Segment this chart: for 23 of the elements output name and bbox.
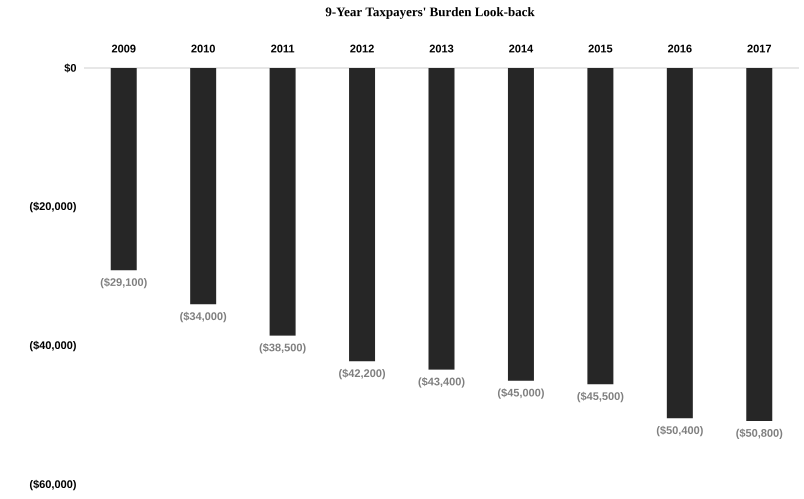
y-tick-label: ($60,000) [30,480,76,490]
data-label: ($43,400) [418,377,464,388]
data-label: ($45,000) [498,388,544,399]
x-tick-label: 2011 [271,44,294,52]
y-tick-label: ($20,000) [30,202,76,212]
x-tick-label: 2017 [747,44,772,52]
data-label: ($50,400) [656,426,703,436]
x-tick-label: 2016 [668,44,692,52]
data-label: ($42,200) [339,368,386,380]
data-label: ($50,800) [736,428,782,440]
y-tick-label: ($40,000) [30,340,76,352]
x-tick-label: 2015 [588,44,612,52]
data-label: ($45,500) [577,392,624,402]
data-label: ($34,000) [180,312,226,322]
x-tick-label: 2014 [509,44,534,52]
x-tick-label: 2010 [191,44,215,52]
y-tick-label: $0 [64,64,76,72]
chart-title: 9-Year Taxpayers' Burden Look-back [326,7,535,19]
x-tick-label: 2013 [430,44,454,52]
data-label: ($29,100) [100,278,147,288]
data-label: ($38,500) [260,343,306,354]
x-tick-label: 2009 [112,44,136,52]
x-tick-label: 2012 [350,44,374,52]
